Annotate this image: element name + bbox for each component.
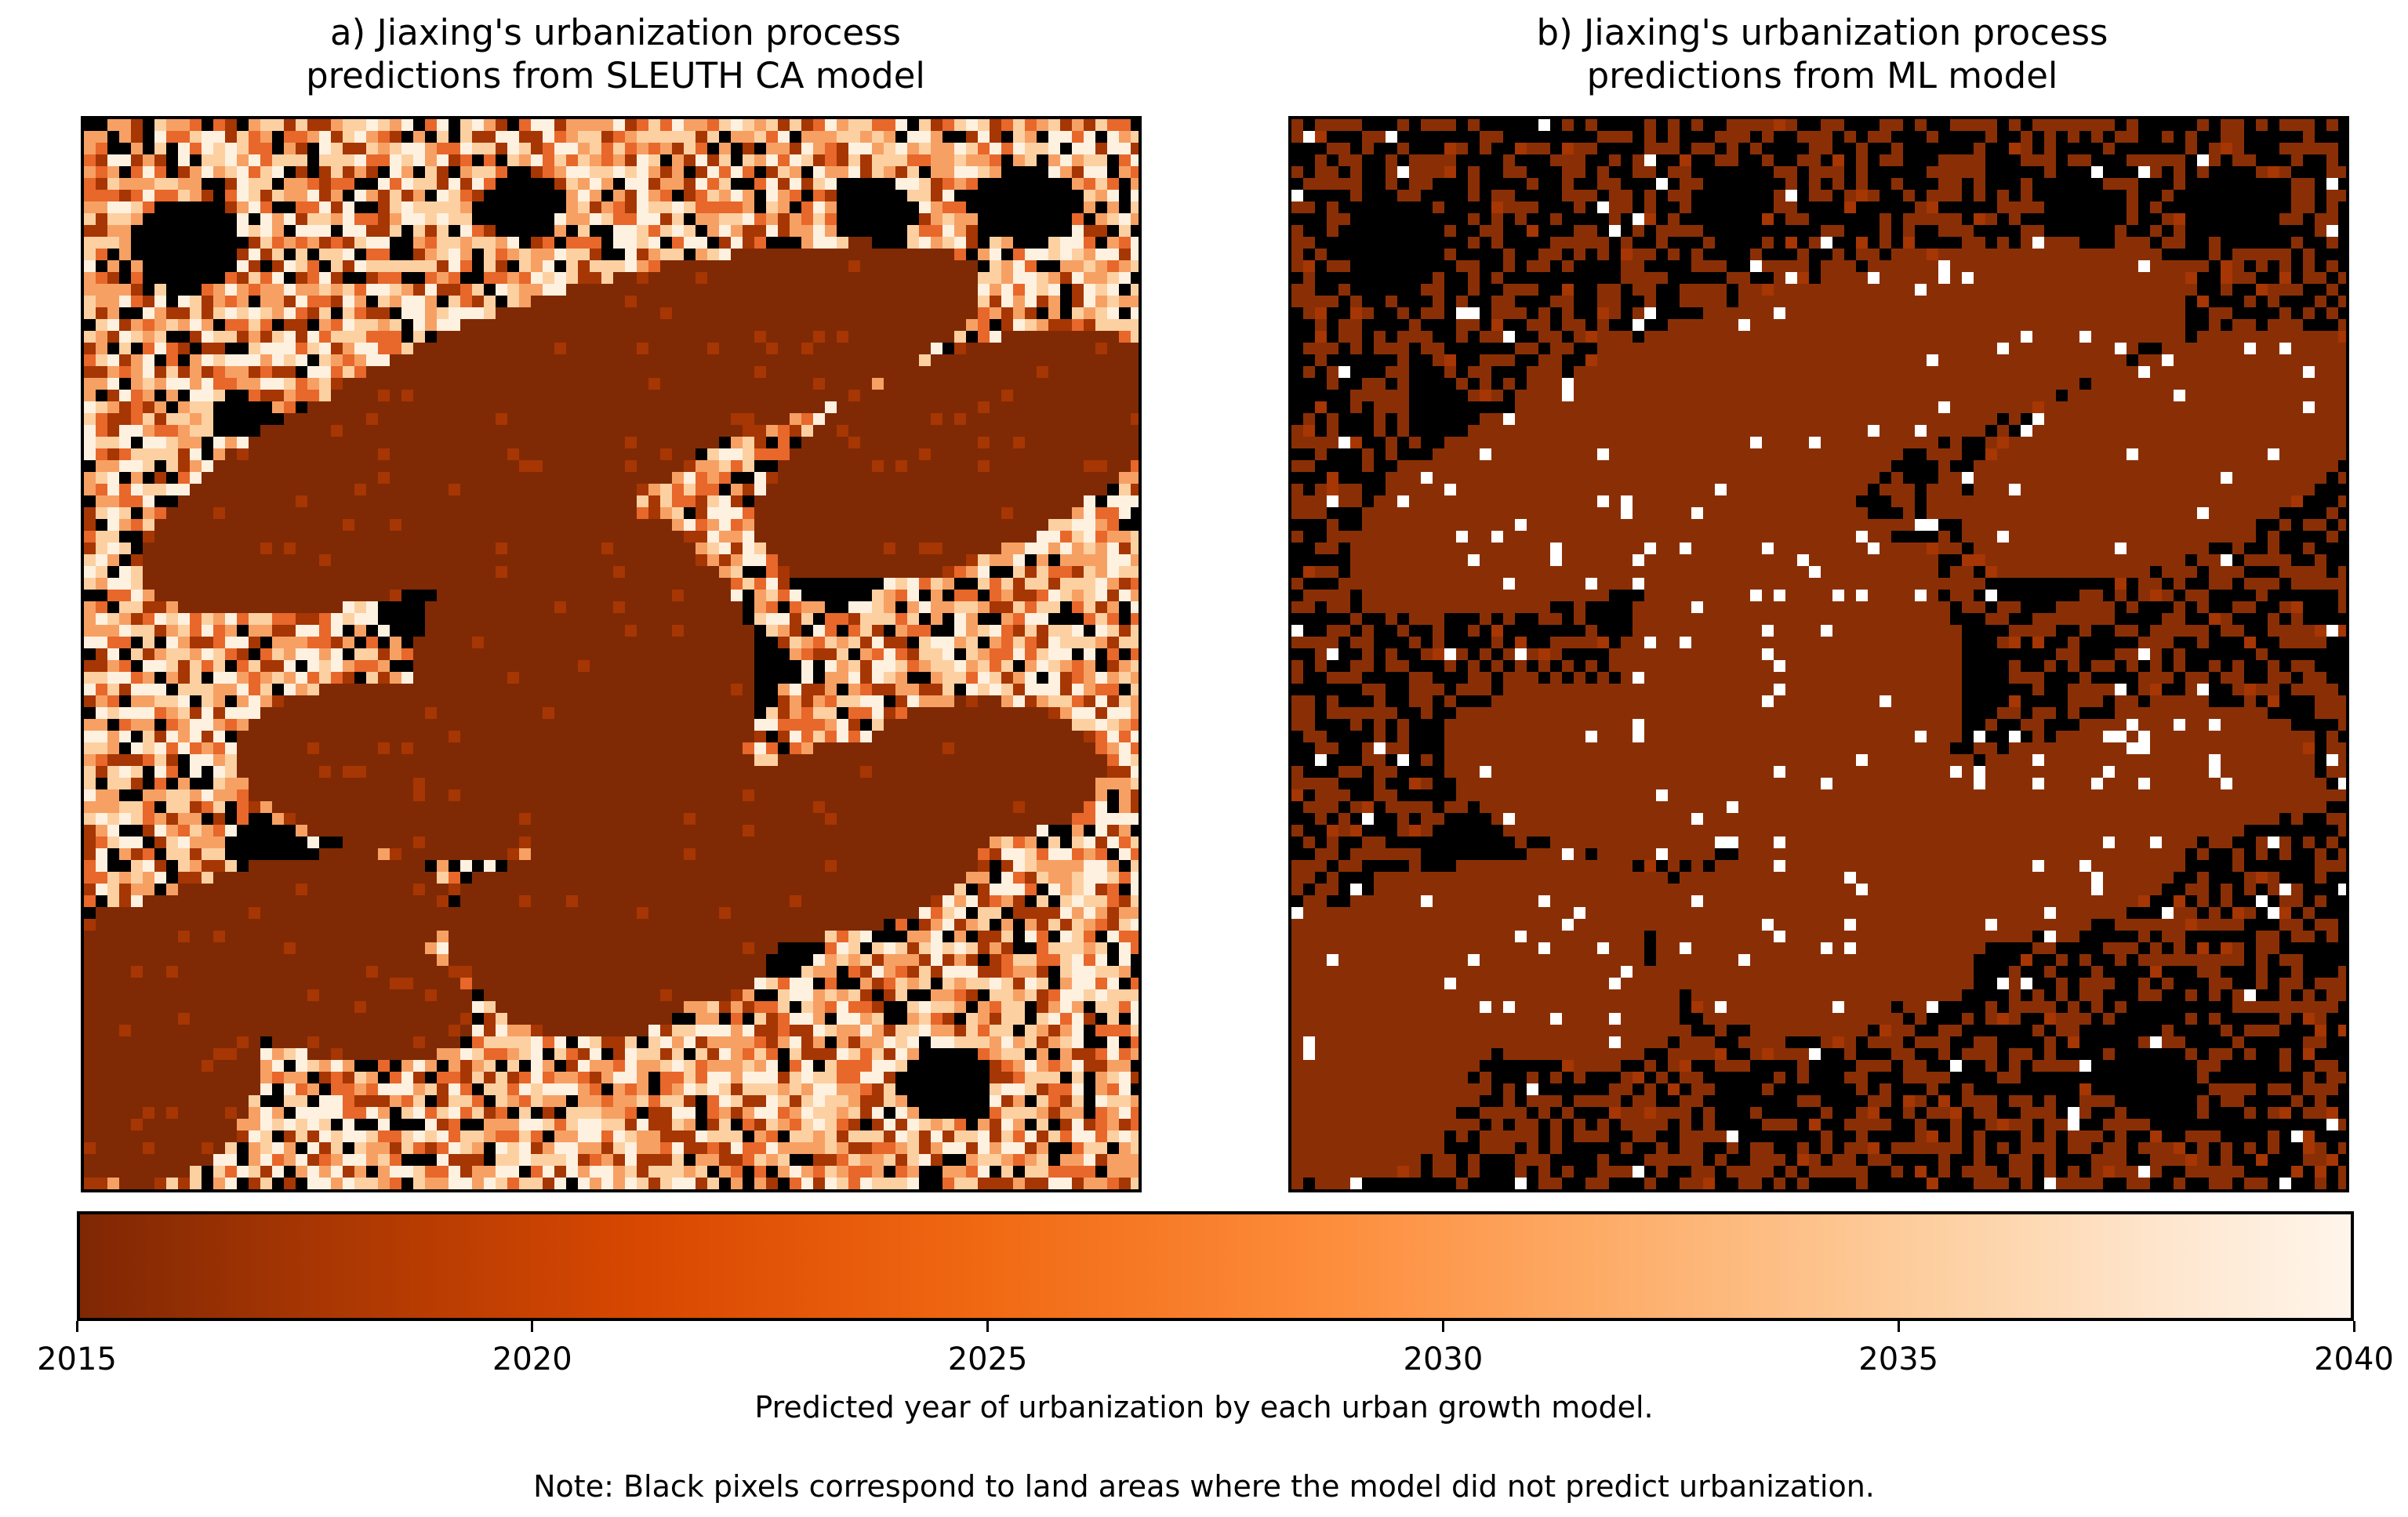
colorbar-tick-mark: [75, 1321, 78, 1332]
panel-a-title-line2: predictions from SLEUTH CA model: [306, 55, 925, 96]
colorbar-tick-mark: [1897, 1321, 1900, 1332]
panel-a-title-line1: a) Jiaxing's urbanization process: [330, 12, 901, 53]
year-colorbar: [77, 1211, 2354, 1321]
colorbar-label: Predicted year of urbanization by each u…: [754, 1390, 1654, 1424]
footnote: Note: Black pixels correspond to land ar…: [533, 1469, 1875, 1504]
ml-prediction-map: [1288, 116, 2349, 1192]
panel-a-title: a) Jiaxing's urbanization process predic…: [82, 11, 1149, 97]
colorbar-tick-mark: [1441, 1321, 1444, 1332]
colorbar-tick-label: 2040: [2314, 1341, 2394, 1377]
sleuth-map-raster: [84, 119, 1139, 1189]
colorbar-tick-mark: [531, 1321, 534, 1332]
sleuth-prediction-map: [81, 116, 1142, 1192]
panel-b-title-line2: predictions from ML model: [1586, 55, 2058, 96]
ml-map-raster: [1291, 119, 2346, 1189]
colorbar-tick-mark: [2352, 1321, 2355, 1332]
colorbar-tick-label: 2035: [1858, 1341, 1939, 1377]
panel-b-title: b) Jiaxing's urbanization process predic…: [1289, 11, 2355, 97]
colorbar-tick-label: 2025: [947, 1341, 1028, 1377]
colorbar-tick-label: 2020: [492, 1341, 572, 1377]
colorbar-tick-label: 2015: [37, 1341, 117, 1377]
panel-b-title-line1: b) Jiaxing's urbanization process: [1536, 12, 2108, 53]
colorbar-tick-mark: [986, 1321, 990, 1332]
colorbar-tick-label: 2030: [1403, 1341, 1484, 1377]
